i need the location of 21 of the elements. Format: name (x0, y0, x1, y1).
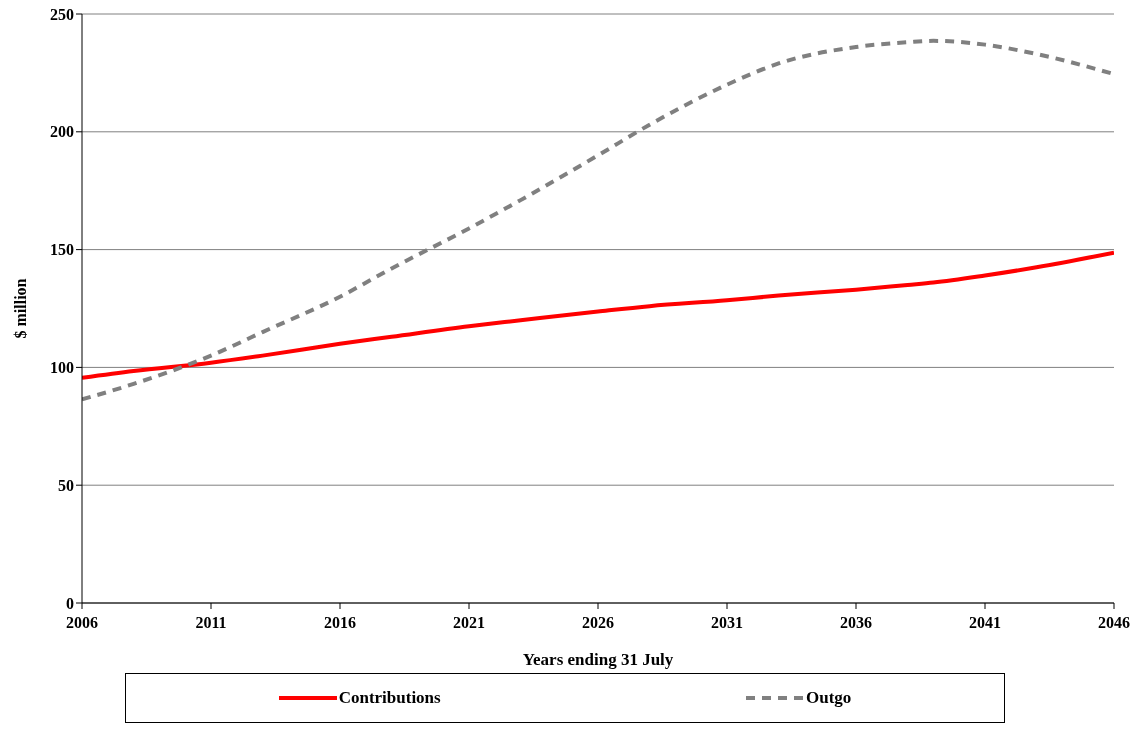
x-tick-label: 2016 (324, 614, 356, 632)
x-tick-label: 2006 (66, 614, 98, 632)
line-series (82, 38, 1114, 402)
y-tick-label: 200 (50, 123, 74, 141)
x-tick-label: 2046 (1098, 614, 1130, 632)
x-tick-label: 2026 (582, 614, 614, 632)
x-tick-label: 2031 (711, 614, 743, 632)
x-tick-label: 2036 (840, 614, 872, 632)
y-axis-title: $ million (11, 278, 29, 339)
line-series (82, 250, 1114, 380)
x-tick-label: 2041 (969, 614, 1001, 632)
legend-label: Outgo (806, 688, 852, 708)
x-tick-label: 2021 (453, 614, 485, 632)
y-tick-label: 50 (58, 476, 74, 494)
x-axis-title: Years ending 31 July (522, 650, 674, 669)
y-tick-label: 0 (66, 594, 74, 612)
y-tick-label: 250 (50, 5, 74, 23)
y-tick-label: 150 (50, 241, 74, 259)
x-tick-label: 2011 (195, 614, 227, 632)
legend-label: Contributions (338, 688, 441, 708)
y-tick-label: 100 (50, 359, 74, 377)
